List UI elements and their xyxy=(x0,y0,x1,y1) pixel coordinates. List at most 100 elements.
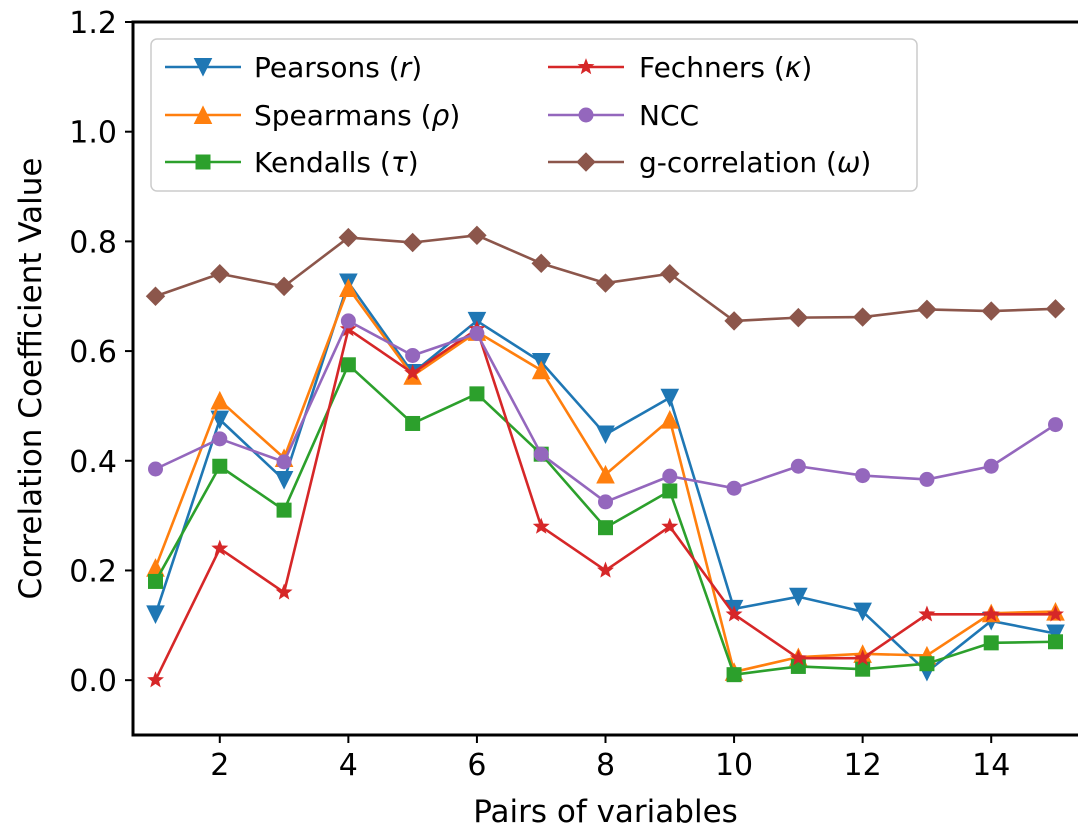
data-point xyxy=(210,264,230,284)
y-tick-label: 0.4 xyxy=(69,445,117,480)
legend-item: NCC xyxy=(548,99,699,132)
legend-marker xyxy=(193,58,213,77)
data-point xyxy=(147,671,164,688)
x-axis-label: Pairs of variables xyxy=(473,794,738,830)
y-tick-label: 0.0 xyxy=(69,664,117,699)
legend-marker xyxy=(193,105,213,124)
data-point xyxy=(598,494,613,510)
y-tick-label: 0.6 xyxy=(69,335,117,370)
data-point xyxy=(339,320,357,337)
data-point xyxy=(533,446,549,462)
data-point xyxy=(469,326,485,342)
legend-item: Spearmans (ρ) xyxy=(165,99,460,132)
y-tick-label: 0.2 xyxy=(69,554,117,589)
data-point xyxy=(983,635,999,651)
data-point xyxy=(852,307,873,327)
y-tick-label: 1.2 xyxy=(69,6,117,41)
x-tick-label: 12 xyxy=(844,748,882,783)
chart-marks xyxy=(145,225,1066,688)
data-point xyxy=(148,461,163,477)
legend-item: g-correlation (ω) xyxy=(548,146,871,179)
data-point xyxy=(662,468,678,484)
data-point xyxy=(1046,624,1065,644)
data-point xyxy=(725,605,743,622)
data-point xyxy=(596,425,615,445)
chart-axes: 2 4 6 8 10 12 14 0.0 0.2 0.4 0.6 0.8 1.0 1.2 Pairs of … xyxy=(13,6,1078,830)
data-point xyxy=(660,388,680,408)
data-point xyxy=(726,667,742,683)
legend-item: Kendalls (τ) xyxy=(165,146,419,179)
legend-label: Kendalls (τ) xyxy=(254,146,419,179)
data-point xyxy=(598,520,613,536)
legend-label: Spearmans (ρ) xyxy=(254,99,460,132)
legend-label: NCC xyxy=(639,99,699,132)
data-point xyxy=(467,225,487,246)
data-point xyxy=(918,605,936,622)
data-point xyxy=(210,410,230,430)
legend-label: Fechners (κ) xyxy=(639,51,812,84)
legend-item: Pearsons (r) xyxy=(165,51,422,84)
series-kendalls xyxy=(148,357,1063,683)
data-point xyxy=(210,390,230,410)
series-line xyxy=(154,363,1056,676)
legend-label: Pearsons (r) xyxy=(254,51,422,84)
series-fechners xyxy=(147,320,1064,688)
data-point xyxy=(212,431,228,447)
data-point xyxy=(596,464,615,484)
data-point xyxy=(854,649,872,666)
legend-box: Pearsons (r) Spearmans (ρ) Kendalls (τ) Fec… xyxy=(150,38,918,192)
data-point xyxy=(1045,299,1066,319)
data-point xyxy=(338,227,359,248)
data-point xyxy=(917,299,937,320)
data-point xyxy=(726,480,742,496)
data-point xyxy=(1047,605,1064,622)
series-ncc xyxy=(148,313,1063,510)
data-point xyxy=(662,483,678,499)
data-point xyxy=(339,278,358,298)
data-point xyxy=(853,602,872,622)
chart-legend: Pearsons (r) Spearmans (ρ) Kendalls (τ) Fec… xyxy=(150,38,918,192)
data-point xyxy=(274,276,294,297)
legend-label: g-correlation (ω) xyxy=(639,146,871,179)
data-point xyxy=(595,273,616,293)
data-point xyxy=(789,649,807,666)
data-point xyxy=(146,558,165,577)
legend-marker xyxy=(576,152,596,172)
data-point xyxy=(1048,634,1063,650)
data-point xyxy=(532,517,550,534)
data-point xyxy=(275,583,293,600)
data-point xyxy=(982,605,1000,622)
data-point xyxy=(402,232,423,253)
legend-marker xyxy=(577,58,595,75)
y-axis-label: Correlation Coefficient Value xyxy=(13,158,49,600)
data-point xyxy=(404,364,422,381)
x-tick-label: 14 xyxy=(972,748,1010,783)
legend-marker xyxy=(195,154,211,170)
data-point xyxy=(983,458,999,474)
data-point xyxy=(855,661,871,677)
data-point xyxy=(211,539,229,556)
x-tick-label: 8 xyxy=(596,748,615,783)
legend-item: Fechners (κ) xyxy=(548,51,812,84)
data-point xyxy=(531,360,551,380)
data-point xyxy=(1048,417,1063,433)
data-point xyxy=(597,561,614,578)
legend-marker xyxy=(578,107,594,123)
series-g-correlation xyxy=(145,225,1066,331)
data-point xyxy=(274,470,294,490)
data-point xyxy=(981,301,1001,321)
y-tick-label: 0.8 xyxy=(69,225,117,260)
data-point xyxy=(276,502,292,518)
data-point xyxy=(788,307,809,328)
x-tick-label: 4 xyxy=(339,748,358,783)
x-tick-label: 10 xyxy=(715,748,753,783)
data-point xyxy=(146,605,165,624)
data-point xyxy=(276,454,292,470)
data-point xyxy=(660,410,680,429)
data-point xyxy=(790,458,806,474)
data-point xyxy=(469,386,485,402)
data-point xyxy=(340,357,356,373)
data-point xyxy=(148,573,163,589)
